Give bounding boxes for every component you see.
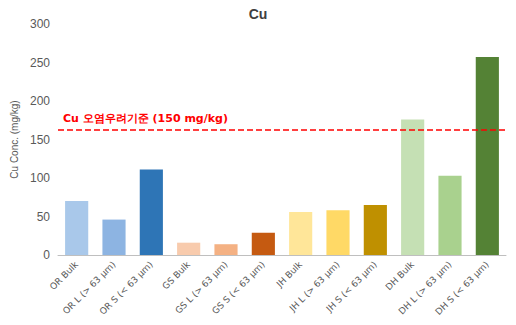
svg-text:DH Bulk: DH Bulk (384, 259, 417, 292)
svg-text:Cu 오염우려기준 (150 mg/kg): Cu 오염우려기준 (150 mg/kg) (63, 112, 228, 125)
svg-text:JH L (> 63 μm): JH L (> 63 μm) (287, 259, 342, 314)
svg-text:OR Bulk: OR Bulk (48, 259, 81, 292)
svg-text:300: 300 (30, 17, 50, 31)
svg-text:OR L (> 63 μm): OR L (> 63 μm) (60, 259, 118, 317)
svg-text:200: 200 (30, 94, 50, 108)
svg-text:GS L (> 63 μm): GS L (> 63 μm) (173, 259, 230, 316)
svg-text:250: 250 (30, 56, 50, 70)
svg-text:DH S (< 63 μm): DH S (< 63 μm) (433, 259, 490, 316)
svg-text:OR S (< 63 μm): OR S (< 63 μm) (98, 259, 155, 316)
svg-text:JH Bulk: JH Bulk (274, 259, 305, 290)
svg-text:50: 50 (37, 210, 51, 224)
svg-text:DH L (> 63 μm): DH L (> 63 μm) (396, 259, 454, 317)
svg-text:GS Bulk: GS Bulk (160, 259, 192, 291)
svg-text:0: 0 (43, 248, 50, 262)
svg-text:100: 100 (30, 171, 50, 185)
svg-text:GS S (< 63 μm): GS S (< 63 μm) (210, 259, 267, 316)
svg-text:150: 150 (30, 133, 50, 147)
svg-text:Cu Conc. (mg/kg): Cu Conc. (mg/kg) (9, 100, 20, 178)
svg-text:JH S (< 63 μm): JH S (< 63 μm) (324, 259, 379, 314)
svg-text:Cu: Cu (249, 6, 268, 22)
